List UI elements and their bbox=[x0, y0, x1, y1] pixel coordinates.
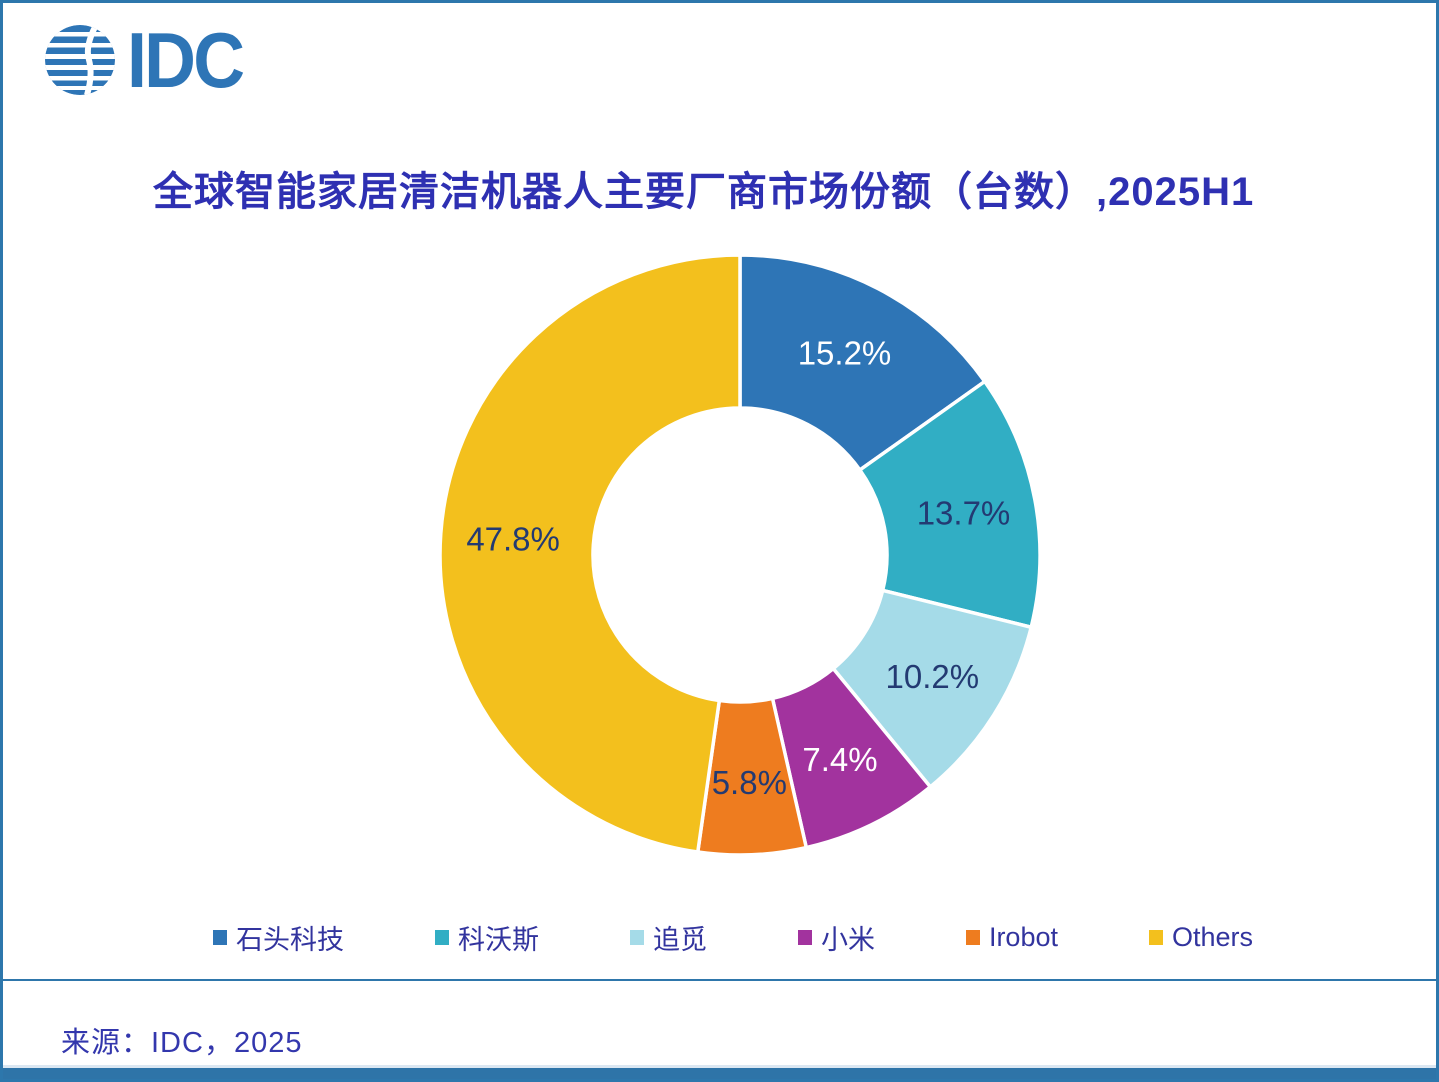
legend-label-0: 石头科技 bbox=[236, 924, 344, 955]
legend-item-4: Irobot bbox=[965, 921, 1058, 953]
segment-label-2: 10.2% bbox=[886, 658, 980, 695]
legend-label-3: 小米 bbox=[820, 924, 875, 955]
donut-segment-5 bbox=[438, 253, 742, 854]
legend-swatch-5 bbox=[1148, 929, 1163, 945]
legend-swatch-4 bbox=[965, 929, 980, 945]
segment-label-5: 47.8% bbox=[466, 520, 560, 557]
legend: 石头科技 科沃斯 追觅 小米 Irobot Others bbox=[213, 917, 1253, 957]
legend-label-4: Irobot bbox=[988, 921, 1058, 952]
legend-swatch-1 bbox=[434, 929, 449, 945]
segment-label-1: 13.7% bbox=[917, 494, 1011, 531]
legend-item-2: 追觅 bbox=[629, 918, 707, 957]
legend-swatch-3 bbox=[797, 929, 812, 945]
idc-logo-text: IDC bbox=[127, 16, 245, 104]
legend-label-2: 追觅 bbox=[652, 924, 707, 955]
bottom-accent-bar bbox=[3, 1068, 1436, 1079]
legend-label-1: 科沃斯 bbox=[457, 924, 539, 955]
legend-item-0: 石头科技 bbox=[213, 918, 344, 957]
legend-item-5: Others bbox=[1148, 921, 1253, 953]
footer-divider bbox=[3, 979, 1436, 981]
bottom-light-line bbox=[3, 1065, 1436, 1068]
segment-label-3: 7.4% bbox=[802, 741, 877, 778]
donut-segment-0 bbox=[738, 253, 987, 472]
segment-label-0: 15.2% bbox=[798, 334, 892, 371]
idc-logo: IDC bbox=[43, 16, 252, 104]
idc-globe-icon bbox=[45, 25, 115, 95]
legend-item-1: 科沃斯 bbox=[434, 918, 539, 957]
segment-label-4: 5.8% bbox=[712, 764, 787, 801]
legend-label-5: Others bbox=[1171, 921, 1253, 952]
legend-swatch-0 bbox=[213, 929, 227, 945]
donut-segment-1 bbox=[858, 379, 1042, 629]
legend-swatch-2 bbox=[629, 929, 644, 945]
legend-item-3: 小米 bbox=[797, 918, 875, 957]
source-text: 来源：IDC，2025 bbox=[61, 1027, 303, 1059]
chart-title: 全球智能家居清洁机器人主要厂商市场份额（台数）,2025H1 bbox=[153, 170, 1255, 214]
donut-chart: 15.2% 13.7% 10.2% 7.4% 5.8% 47.8% bbox=[438, 253, 1042, 857]
